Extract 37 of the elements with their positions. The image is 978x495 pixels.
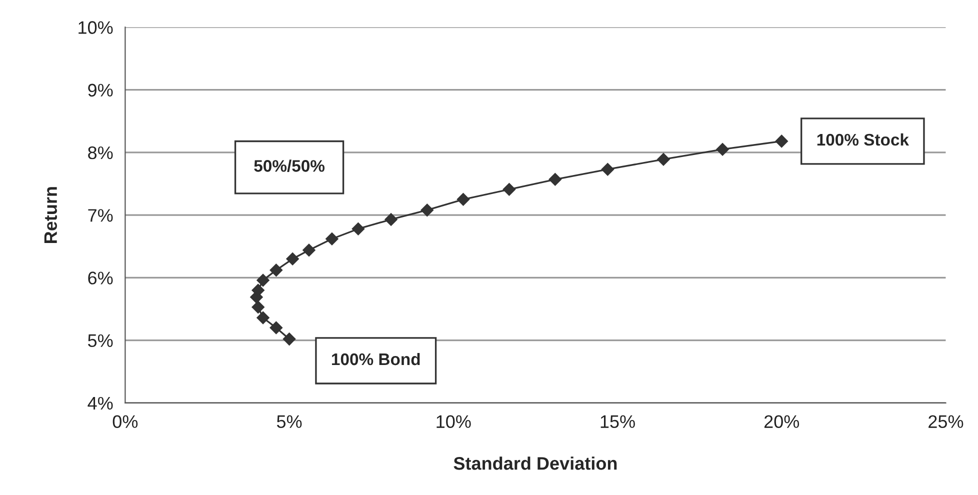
x-tick-label: 20% — [764, 415, 800, 428]
y-tick-label: 9% — [88, 84, 113, 97]
annotation: 50%/50% — [254, 160, 325, 172]
annotation: 100% Bond — [332, 352, 420, 366]
point — [548, 172, 562, 186]
point — [286, 252, 299, 266]
point — [252, 300, 265, 314]
point — [352, 222, 365, 236]
point — [256, 274, 270, 287]
y-tick-label: 7% — [88, 209, 113, 222]
point — [502, 182, 516, 196]
point — [326, 232, 338, 246]
point — [256, 311, 270, 324]
y-axis-title: Return — [44, 187, 58, 243]
annotation: 100% Stock — [817, 133, 909, 146]
y-tick-label: 6% — [88, 272, 113, 284]
point — [657, 152, 670, 166]
point — [420, 204, 434, 216]
y-tick-label: 4% — [88, 396, 113, 410]
x-axis-title: Standard Deviation — [454, 456, 617, 470]
y-tick-label: 8% — [88, 146, 113, 160]
point — [282, 332, 296, 346]
y-tick-label: 5% — [88, 334, 113, 348]
point — [716, 142, 729, 156]
point — [775, 134, 788, 148]
point — [456, 193, 470, 206]
point — [384, 213, 398, 226]
x-tick-label: 25% — [928, 415, 964, 428]
point — [601, 162, 614, 176]
y-tick-label: 10% — [78, 21, 113, 34]
x-tick-label: 15% — [600, 415, 635, 428]
x-tick-label: 0% — [112, 415, 138, 428]
point — [270, 321, 283, 334]
x-tick-label: 10% — [436, 415, 471, 428]
point — [270, 264, 283, 277]
x-tick-label: 5% — [276, 415, 302, 428]
point — [302, 244, 316, 257]
